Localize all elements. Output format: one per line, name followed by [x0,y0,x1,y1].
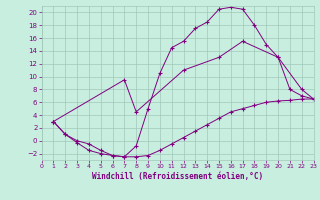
X-axis label: Windchill (Refroidissement éolien,°C): Windchill (Refroidissement éolien,°C) [92,172,263,181]
